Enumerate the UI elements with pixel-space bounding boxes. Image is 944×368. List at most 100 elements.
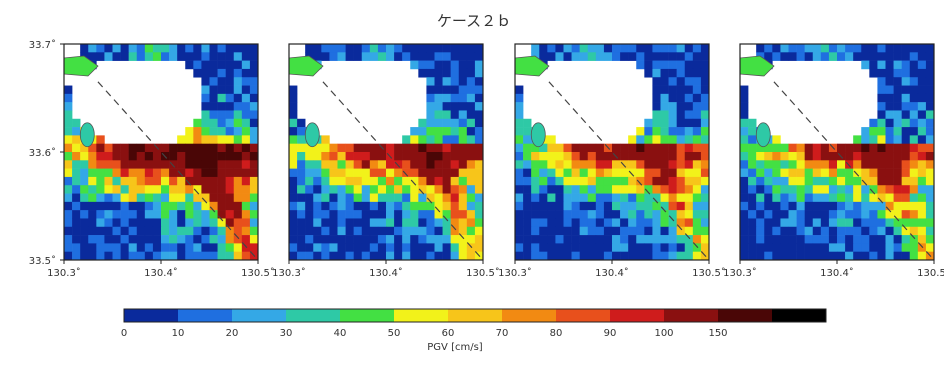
pgv-cell: [644, 152, 653, 161]
pgv-cell: [772, 218, 781, 228]
x-tick-label: 130.4˚: [369, 267, 403, 279]
x-tick-label: 130.5˚: [241, 267, 275, 279]
pgv-cell: [466, 251, 476, 261]
pgv-cell: [161, 210, 170, 219]
x-tick-label: 130.3˚: [498, 267, 532, 279]
pgv-cell: [386, 243, 395, 252]
pgv-cell: [345, 218, 354, 228]
pgv-cell: [96, 160, 105, 169]
fault-line: [548, 81, 710, 261]
pgv-cell: [612, 235, 621, 244]
pgv-cell: [764, 52, 773, 61]
pgv-cell: [305, 143, 314, 153]
pgv-cell: [185, 135, 194, 144]
pgv-cell: [628, 226, 637, 236]
pgv-cell: [321, 185, 330, 194]
pgv-cell: [474, 193, 484, 203]
pgv-cell: [692, 110, 702, 120]
pgv-cell: [442, 176, 451, 186]
pgv-cell: [780, 143, 789, 153]
pgv-cell: [233, 160, 243, 169]
pgv-cell: [458, 52, 468, 61]
pgv-cell: [466, 201, 476, 211]
pgv-cell: [450, 243, 460, 252]
pgv-cell: [241, 60, 251, 70]
pgv-cell: [579, 152, 589, 161]
pgv-cell: [297, 176, 306, 186]
pgv-cell: [812, 44, 822, 53]
pgv-cell: [169, 185, 178, 194]
pgv-cell: [563, 143, 572, 153]
pgv-cell: [772, 185, 781, 194]
pgv-cell: [901, 60, 911, 70]
pgv-cell: [523, 127, 532, 136]
x-tick-label: 130.4˚: [820, 267, 854, 279]
pgv-cell: [917, 102, 927, 111]
pgv-cell: [96, 135, 105, 144]
pgv-cell: [217, 243, 226, 252]
pgv-cell: [193, 60, 202, 70]
pgv-cell: [652, 44, 661, 53]
pgv-cell: [869, 251, 878, 261]
pgv-cell: [692, 77, 702, 86]
pgv-cell: [925, 243, 935, 252]
pgv-cell: [740, 193, 749, 203]
pgv-cell: [410, 160, 419, 169]
pgv-cell: [909, 168, 919, 178]
pgv-cell: [410, 243, 419, 252]
pgv-cell: [353, 193, 363, 203]
pgv-cell: [644, 218, 653, 228]
pgv-cell: [515, 85, 524, 95]
pgv-cell: [539, 235, 548, 244]
pgv-cell: [909, 218, 919, 228]
pgv-cell: [917, 226, 927, 236]
pgv-cell: [337, 160, 346, 169]
pgv-cell: [628, 52, 637, 61]
colorbar-tick-label: 80: [550, 328, 563, 339]
pgv-cell: [474, 135, 484, 144]
pgv-cell: [144, 226, 154, 236]
pgv-cell: [523, 235, 532, 244]
pgv-cell: [313, 251, 322, 261]
pgv-cell: [587, 152, 597, 161]
pgv-cell: [193, 152, 202, 161]
colorbar-tick-label: 0: [121, 328, 127, 339]
pgv-cell: [571, 52, 580, 61]
pgv-cell: [796, 193, 805, 203]
panel-2: 130.3˚ 130.4˚ 130.5˚: [272, 43, 500, 279]
pgv-cell: [377, 218, 387, 228]
pgv-cell: [853, 193, 862, 203]
pgv-cell: [612, 243, 621, 252]
pgv-cell: [684, 243, 694, 252]
pgv-cell: [700, 210, 710, 219]
pgv-cell: [225, 93, 235, 103]
pgv-cell: [418, 44, 427, 53]
pgv-cell: [652, 135, 661, 144]
pgv-cell: [128, 193, 138, 203]
pgv-cell: [845, 176, 854, 186]
pgv-cell: [201, 85, 210, 95]
pgv-cell: [812, 210, 822, 219]
pgv-cell: [925, 218, 935, 228]
pgv-cell: [652, 235, 661, 244]
pgv-cell: [917, 60, 927, 70]
x-tick-label: 130.5˚: [466, 267, 500, 279]
pgv-cell: [466, 127, 476, 136]
pgv-cell: [80, 251, 89, 261]
pgv-cell: [434, 60, 443, 70]
pgv-cell: [828, 185, 838, 194]
pgv-cell: [820, 218, 830, 228]
pgv-cell: [820, 251, 830, 261]
pgv-cell: [289, 127, 298, 136]
pgv-cell: [434, 193, 443, 203]
pgv-cell: [523, 185, 532, 194]
pgv-cell: [684, 193, 694, 203]
pgv-cell: [901, 135, 911, 144]
pgv-cell: [209, 243, 218, 252]
pgv-cell: [72, 218, 81, 228]
pgv-cell: [684, 176, 694, 186]
pgv-cell: [676, 52, 686, 61]
pgv-cell: [869, 235, 878, 244]
pgv-cell: [426, 168, 435, 178]
pgv-cell: [523, 193, 532, 203]
